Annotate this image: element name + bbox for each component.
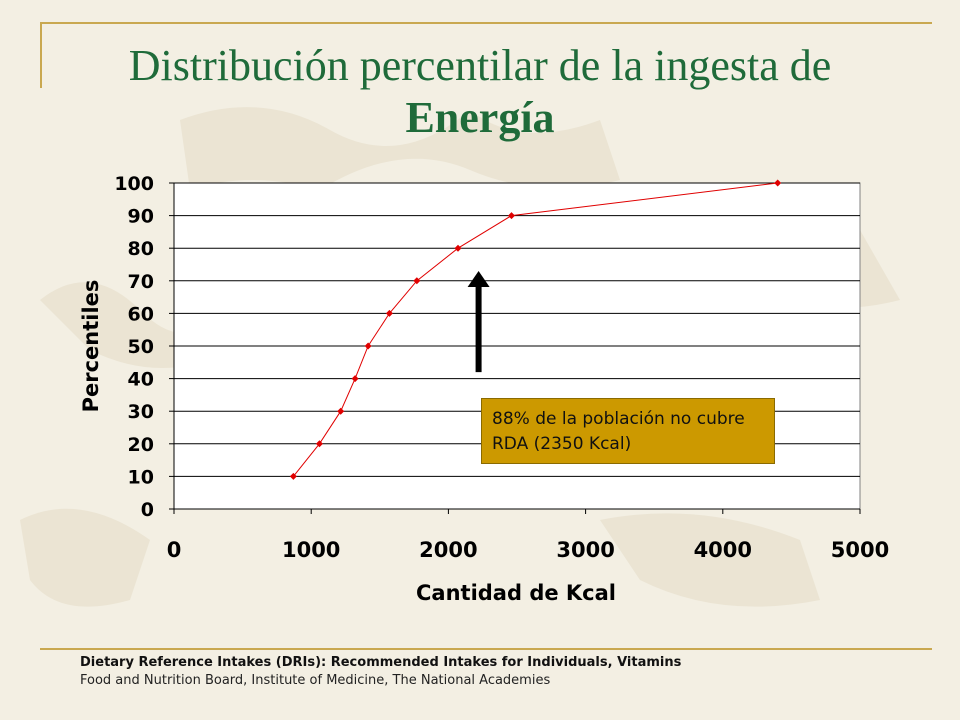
series-line (292, 182, 778, 477)
data-point (774, 179, 782, 187)
y-tick-label: 50 (128, 336, 154, 358)
data-point (351, 375, 359, 383)
y-tick-label: 80 (128, 238, 154, 260)
left-accent-rule (40, 22, 42, 88)
arrow-head (467, 271, 490, 288)
y-tick-label: 40 (128, 369, 154, 391)
y-tick-label: 0 (141, 499, 154, 521)
x-tick-label: 0 (167, 538, 182, 562)
data-point (508, 212, 516, 220)
x-axis-label: Cantidad de Kcal (416, 581, 616, 605)
y-tick-label: 20 (128, 434, 154, 456)
title-bold: Energía (405, 93, 555, 142)
data-point (413, 277, 421, 285)
x-tick-label: 4000 (694, 538, 752, 562)
top-accent-rule (40, 22, 932, 24)
data-point (364, 342, 372, 350)
y-tick-label: 60 (128, 303, 154, 325)
slide-title: Distribución percentilar de la ingesta d… (40, 40, 920, 144)
data-point (315, 440, 323, 448)
footer-accent-rule (40, 648, 932, 650)
y-tick-label: 10 (128, 466, 154, 488)
data-point (385, 309, 393, 317)
footer-citation-source: Food and Nutrition Board, Institute of M… (80, 673, 551, 688)
rda-callout: 88% de la población no cubre RDA (2350 K… (481, 398, 775, 464)
y-tick-label: 30 (128, 401, 154, 423)
data-point (289, 472, 297, 480)
source-footer: Dietary Reference Intakes (DRIs): Recomm… (80, 654, 900, 690)
x-tick-label: 3000 (556, 538, 614, 562)
y-axis-label: Percentiles (79, 280, 103, 413)
y-tick-label: 100 (114, 173, 154, 195)
y-tick-label: 90 (128, 206, 154, 228)
y-tick-label: 70 (128, 271, 154, 293)
data-point (337, 407, 345, 415)
x-tick-label: 5000 (831, 538, 889, 562)
x-tick-label: 2000 (419, 538, 477, 562)
data-point (454, 244, 462, 252)
footer-citation-title: Dietary Reference Intakes (DRIs): Recomm… (80, 655, 682, 670)
x-tick-label: 1000 (282, 538, 340, 562)
title-main: Distribución percentilar de la ingesta d… (128, 41, 832, 90)
